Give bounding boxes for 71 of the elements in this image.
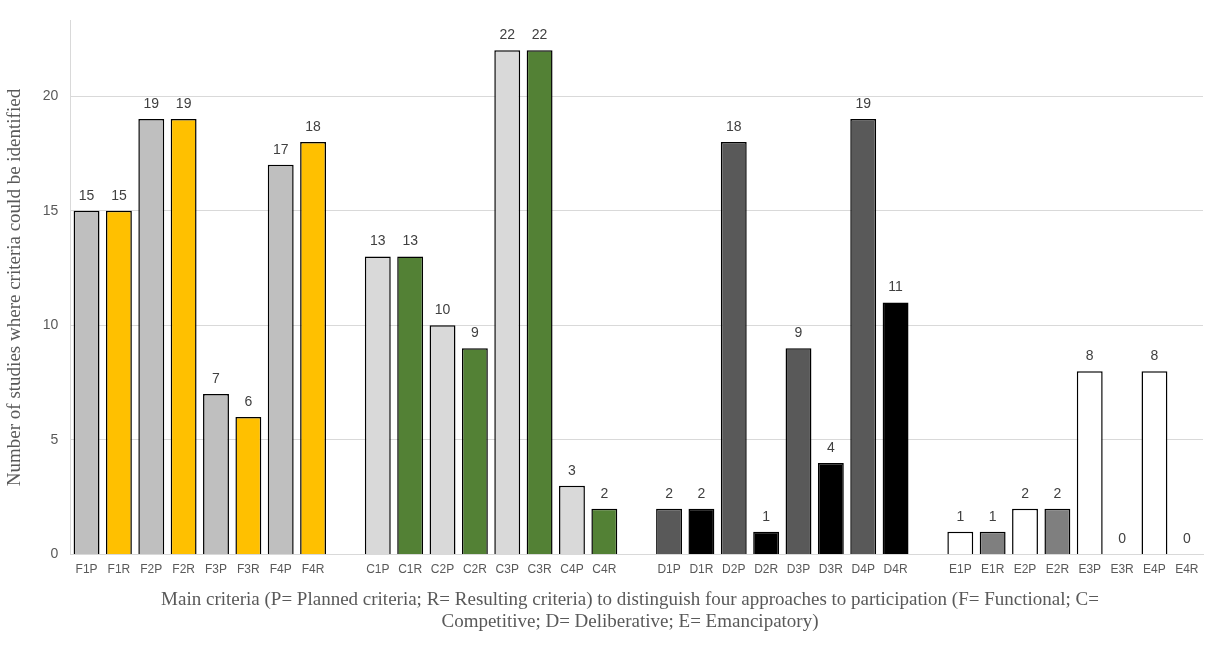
x-tick-label: E2P [1013,562,1037,577]
data-label: 1 [988,507,997,524]
data-label: 4 [826,438,835,455]
data-label: 2 [665,484,674,501]
x-tick-label: D3R [818,562,844,577]
data-label: 0 [1118,530,1127,547]
data-label: 7 [212,369,221,386]
x-tick-label: E3P [1078,562,1102,577]
y-tick-label: 0 [50,545,59,562]
x-tick-label: E2R [1045,562,1070,577]
x-tick-label: F4R [301,562,325,577]
x-tick-label: F4P [269,562,292,577]
x-tick-label: C4P [560,562,584,577]
data-label: 19 [855,94,872,111]
data-label: 22 [531,26,548,43]
x-tick-label: D1R [689,562,714,577]
x-tick-label: C3P [495,562,519,577]
data-label: 15 [111,186,127,203]
data-label: 1 [956,507,965,524]
x-tick-label: C4R [592,562,617,577]
data-label: 11 [888,278,904,295]
data-label: 1 [762,507,771,524]
data-label: 6 [244,392,253,409]
data-label: 18 [725,117,742,134]
x-tick-label: D2R [754,562,779,577]
data-label: 9 [470,324,479,341]
x-tick-label: C3R [527,562,552,577]
data-label: 2 [1021,484,1030,501]
data-label: 2 [600,484,609,501]
data-label: 22 [499,26,516,43]
data-label: 18 [305,117,322,134]
x-tick-label: F1P [75,562,98,577]
x-tick-label: E1P [948,562,972,577]
x-tick-label: E4R [1175,562,1199,577]
x-tick-label: E1R [980,562,1005,577]
data-label: 15 [78,186,95,203]
x-tick-label: E3R [1110,562,1135,577]
data-label: 10 [434,301,451,318]
y-tick-label: 15 [42,201,59,218]
data-label: 17 [272,140,289,157]
y-tick-label: 10 [42,316,59,333]
x-tick-label: D2P [722,562,746,577]
data-label: 19 [175,94,192,111]
x-tick-label: C2P [430,562,455,577]
data-label: 3 [568,461,577,478]
x-tick-label: C2R [462,562,488,577]
x-tick-label: F1R [107,562,131,577]
data-label: 8 [1150,347,1159,364]
x-tick-label: E4P [1143,562,1166,577]
data-label: 9 [794,324,803,341]
data-label: 2 [697,484,706,501]
data-label: 19 [143,94,160,111]
data-label: 0 [1182,530,1191,547]
y-tick-label: 20 [42,86,59,103]
x-tick-label: D3P [786,562,811,577]
x-tick-label: F2P [140,562,163,577]
y-axis-title: Number of studies where criteria could be identified [3,88,25,487]
data-label: 13 [370,232,386,249]
x-tick-label: D4P [851,562,875,577]
x-tick-label: D4R [883,562,908,577]
x-axis-title: Main criteria (P= Planned criteria; R= Resulting criteria) to distinguish four approaches to participation (F= Functional; C= Competitive; D= Deliberative; E= Emancipatory) [160,588,1100,632]
x-tick-label: F2R [172,562,196,577]
data-label: 2 [1053,484,1062,501]
x-tick-label: F3R [237,562,261,577]
x-tick-label: D1P [657,562,681,577]
x-tick-label: C1P [366,562,390,577]
x-tick-label: F3P [204,562,227,577]
x-tick-label: C1R [398,562,423,577]
data-label: 8 [1085,347,1094,364]
data-label: 13 [402,232,419,249]
y-tick-label: 5 [50,430,59,447]
